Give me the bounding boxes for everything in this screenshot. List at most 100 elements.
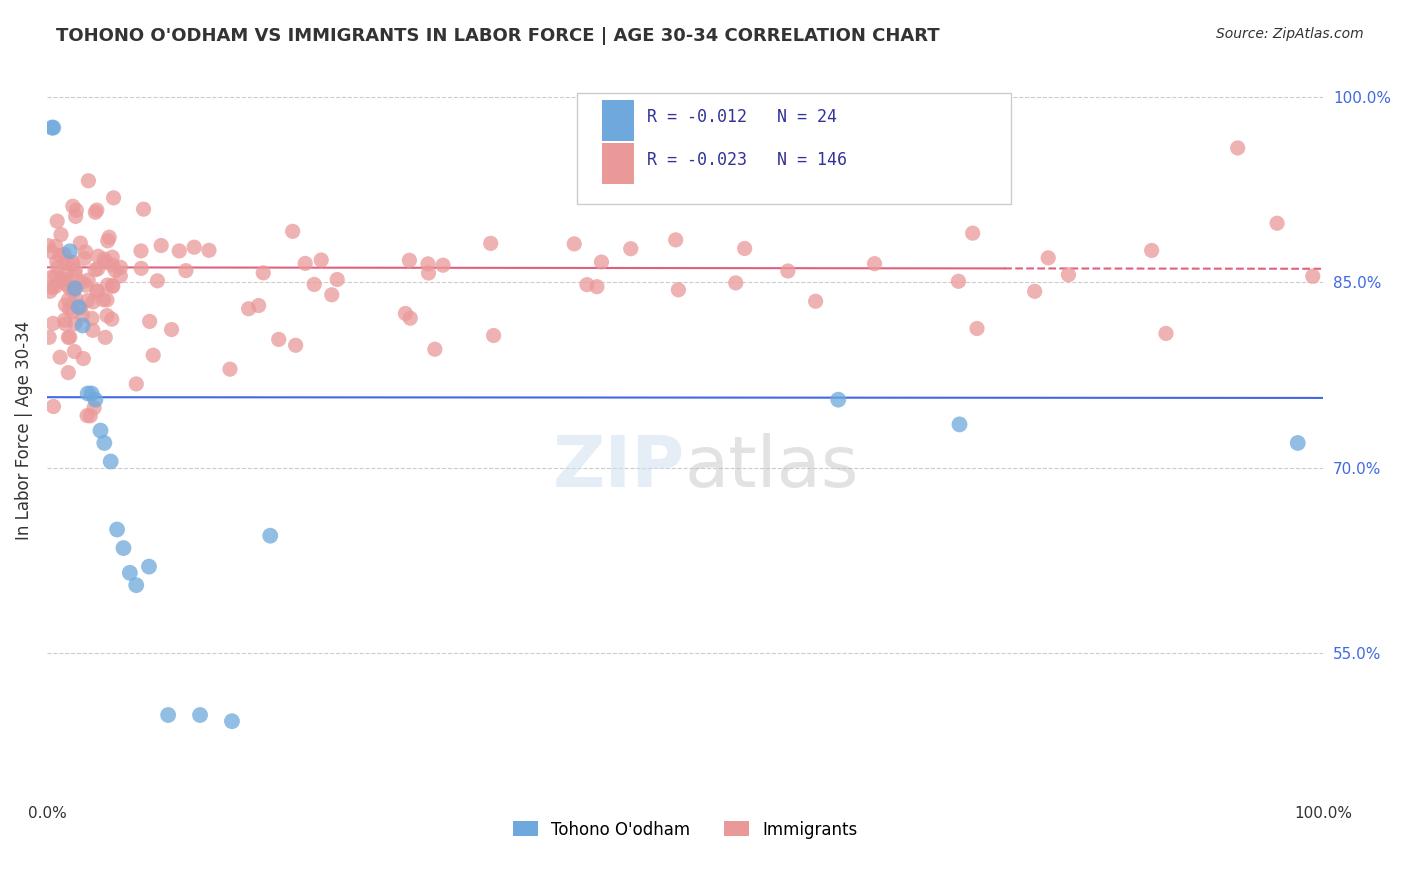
Immigrants xyxy=(863,257,886,271)
Immigrants xyxy=(83,401,105,415)
Immigrants xyxy=(734,242,756,256)
Immigrants xyxy=(219,362,242,376)
Immigrants xyxy=(86,202,108,217)
Bar xyxy=(602,144,634,185)
Immigrants xyxy=(294,256,316,270)
Tohono O'odham xyxy=(41,120,63,135)
Immigrants xyxy=(150,238,173,252)
Immigrants xyxy=(98,230,121,244)
Immigrants xyxy=(63,344,86,359)
Immigrants xyxy=(69,301,91,315)
Immigrants xyxy=(62,199,84,213)
Tohono O'odham xyxy=(138,559,160,574)
Immigrants xyxy=(101,279,124,293)
Immigrants xyxy=(665,233,688,247)
Immigrants xyxy=(39,285,62,299)
Immigrants xyxy=(79,409,101,423)
Immigrants xyxy=(198,244,221,258)
Immigrants xyxy=(326,272,349,286)
Immigrants xyxy=(101,250,124,264)
Tohono O'odham xyxy=(42,120,65,135)
Immigrants xyxy=(479,236,502,251)
Immigrants xyxy=(59,330,82,344)
Tohono O'odham xyxy=(827,392,849,407)
Immigrants xyxy=(55,266,77,280)
Immigrants xyxy=(302,277,325,292)
Immigrants xyxy=(97,277,120,292)
Immigrants xyxy=(62,285,84,299)
Immigrants xyxy=(37,238,59,252)
Immigrants xyxy=(65,210,87,224)
Immigrants xyxy=(86,285,108,299)
Immigrants xyxy=(125,376,148,391)
Immigrants xyxy=(69,236,91,251)
Immigrants xyxy=(138,314,160,328)
Tohono O'odham xyxy=(63,281,86,295)
Text: TOHONO O'ODHAM VS IMMIGRANTS IN LABOR FORCE | AGE 30-34 CORRELATION CHART: TOHONO O'ODHAM VS IMMIGRANTS IN LABOR FO… xyxy=(56,27,939,45)
Immigrants xyxy=(142,348,165,362)
Text: ZIP: ZIP xyxy=(553,434,685,502)
Tohono O'odham xyxy=(84,392,107,407)
Immigrants xyxy=(129,261,152,276)
Immigrants xyxy=(65,292,87,306)
Immigrants xyxy=(309,252,332,267)
Immigrants xyxy=(49,350,72,364)
Immigrants xyxy=(70,275,93,289)
Immigrants xyxy=(86,284,108,298)
Immigrants xyxy=(53,313,76,327)
Immigrants xyxy=(962,226,984,240)
Immigrants xyxy=(394,306,416,320)
Immigrants xyxy=(51,272,73,286)
Immigrants xyxy=(586,279,609,293)
Immigrants xyxy=(65,203,87,218)
Tohono O'odham xyxy=(80,386,103,401)
Immigrants xyxy=(58,281,80,295)
Immigrants xyxy=(1057,268,1080,282)
Tohono O'odham xyxy=(1286,436,1309,450)
Immigrants xyxy=(82,323,104,337)
Immigrants xyxy=(267,333,290,347)
Immigrants xyxy=(399,311,422,326)
Immigrants xyxy=(77,174,100,188)
Immigrants xyxy=(132,202,155,216)
Tohono O'odham xyxy=(125,578,148,592)
Immigrants xyxy=(55,317,77,331)
Immigrants xyxy=(103,191,125,205)
Tohono O'odham xyxy=(76,386,98,401)
Immigrants xyxy=(44,269,66,284)
Immigrants xyxy=(1265,216,1288,230)
Immigrants xyxy=(1226,141,1249,155)
Immigrants xyxy=(416,257,439,271)
Immigrants xyxy=(55,273,77,287)
Tohono O'odham xyxy=(105,523,128,537)
Immigrants xyxy=(63,281,86,295)
Immigrants xyxy=(45,239,67,253)
Immigrants xyxy=(160,322,183,336)
Immigrants xyxy=(38,330,60,344)
Immigrants xyxy=(72,308,94,322)
Immigrants xyxy=(321,287,343,301)
Immigrants xyxy=(84,262,107,277)
Immigrants xyxy=(87,261,110,276)
Immigrants xyxy=(247,299,270,313)
Immigrants xyxy=(82,294,104,309)
Immigrants xyxy=(252,266,274,280)
Tohono O'odham xyxy=(93,436,115,450)
Immigrants xyxy=(284,338,307,352)
Immigrants xyxy=(110,260,132,275)
Immigrants xyxy=(41,270,63,285)
Immigrants xyxy=(41,245,63,260)
Immigrants xyxy=(53,247,76,261)
Immigrants xyxy=(146,274,169,288)
Immigrants xyxy=(94,255,117,269)
Immigrants xyxy=(58,330,80,344)
Immigrants xyxy=(617,188,640,202)
Immigrants xyxy=(65,263,87,277)
Immigrants xyxy=(398,253,420,268)
Immigrants xyxy=(56,257,79,271)
Immigrants xyxy=(58,293,80,307)
Immigrants xyxy=(167,244,190,258)
Tohono O'odham xyxy=(100,454,122,468)
Immigrants xyxy=(93,252,115,266)
Tohono O'odham xyxy=(112,541,135,555)
